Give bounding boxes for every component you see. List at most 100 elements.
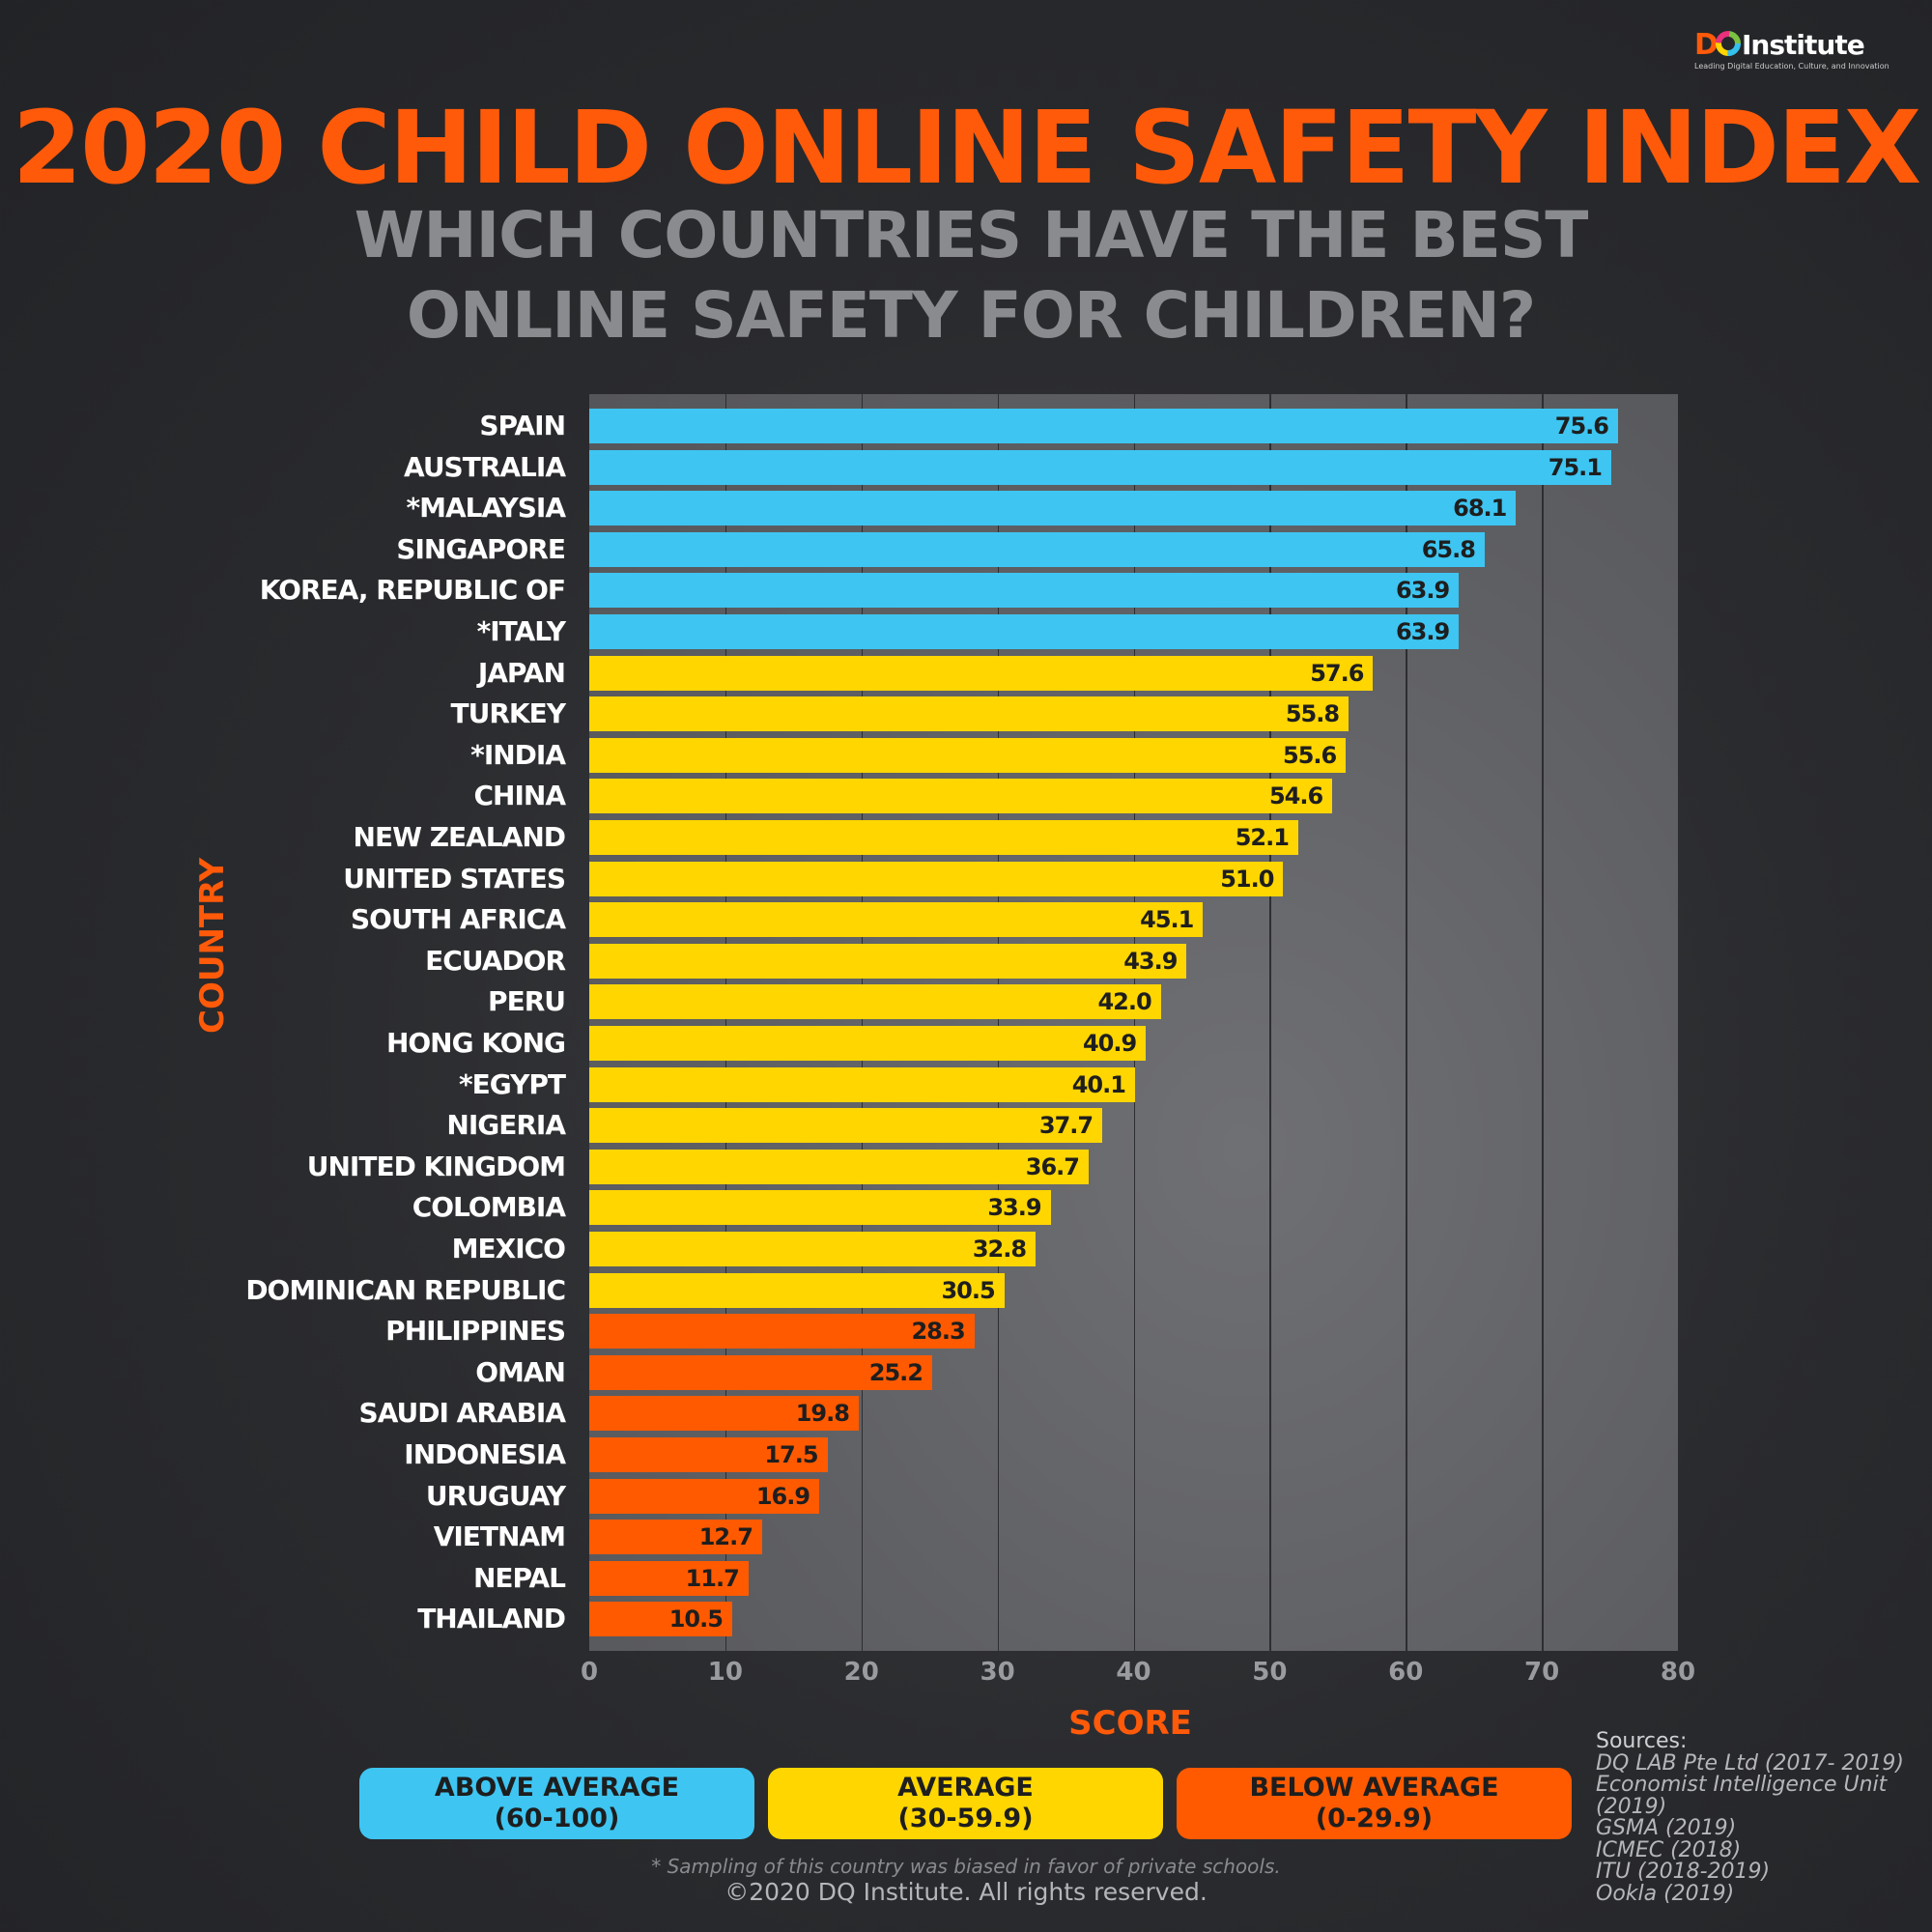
x-tick-label: 80 xyxy=(1660,1658,1696,1687)
bar: 54.6 xyxy=(589,779,1333,814)
country-label: AUSTRALIA xyxy=(404,450,566,483)
data-label: 25.2 xyxy=(868,1358,923,1386)
data-label: 19.8 xyxy=(795,1400,850,1428)
country-label: JAPAN xyxy=(477,656,566,689)
legend-label: AVERAGE xyxy=(897,1773,1034,1803)
chart-subtitle-line-2: ONLINE SAFETY FOR CHILDREN? xyxy=(406,278,1536,353)
x-tick-label: 30 xyxy=(980,1658,1015,1687)
bar: 28.3 xyxy=(589,1314,975,1350)
footnote: * Sampling of this country was biased in… xyxy=(651,1855,1281,1878)
country-label: TURKEY xyxy=(450,697,566,730)
country-label: URUGUAY xyxy=(425,1479,566,1512)
gridline xyxy=(724,394,727,1651)
data-label: 42.0 xyxy=(1097,988,1151,1016)
legend-above-average: ABOVE AVERAGE (60-100) xyxy=(359,1768,754,1839)
country-label: *INDIA xyxy=(470,738,566,771)
x-axis-label: SCORE xyxy=(1068,1704,1192,1743)
bar: 63.9 xyxy=(589,614,1460,649)
data-label: 45.1 xyxy=(1140,906,1194,934)
legend-range: (60-100) xyxy=(494,1804,620,1833)
y-axis-label: COUNTRY xyxy=(193,857,232,1034)
country-label: THAILAND xyxy=(417,1603,566,1635)
chart-subtitle-line-1: WHICH COUNTRIES HAVE THE BEST xyxy=(354,198,1589,272)
bar: 11.7 xyxy=(589,1560,749,1596)
bar: 65.8 xyxy=(589,531,1485,567)
country-label: SPAIN xyxy=(479,410,566,441)
data-label: 75.6 xyxy=(1554,412,1609,440)
bar: 40.1 xyxy=(589,1066,1135,1102)
gridline xyxy=(997,394,1000,1651)
bar: 33.9 xyxy=(589,1190,1051,1226)
source-item: ICMEC (2018) xyxy=(1596,1837,1742,1862)
data-label: 68.1 xyxy=(1453,495,1507,523)
source-item: ITU (2018-2019) xyxy=(1596,1860,1771,1884)
country-label: VIETNAM xyxy=(433,1520,566,1553)
country-label: SAUDI ARABIA xyxy=(358,1397,566,1430)
data-label: 12.7 xyxy=(698,1523,753,1551)
bar: 51.0 xyxy=(589,861,1284,896)
gridline xyxy=(1269,394,1271,1651)
country-label: *ITALY xyxy=(476,615,566,647)
svg-text:D: D xyxy=(1694,28,1719,62)
plot-area: 75.6 75.1 68.1 65.8 63.9 63.9 57.6 55.8 55.6 54.6… xyxy=(589,394,1678,1651)
data-label: 55.6 xyxy=(1283,741,1337,769)
bar: 36.7 xyxy=(589,1149,1089,1184)
legend-below-average: BELOW AVERAGE (0-29.9) xyxy=(1177,1768,1572,1839)
data-label: 63.9 xyxy=(1395,618,1450,645)
data-label: 32.8 xyxy=(972,1236,1027,1263)
bar: 37.7 xyxy=(589,1108,1103,1144)
x-tick-label: 0 xyxy=(580,1658,599,1687)
gridline xyxy=(1133,394,1135,1651)
country-label: ECUADOR xyxy=(425,944,566,977)
copyright: ©2020 DQ Institute. All rights reserved. xyxy=(724,1878,1208,1906)
country-label: UNITED KINGDOM xyxy=(306,1150,566,1182)
country-label: KOREA, REPUBLIC OF xyxy=(259,574,566,607)
bar: 32.8 xyxy=(589,1232,1037,1266)
legend-average: AVERAGE (30-59.9) xyxy=(768,1768,1163,1839)
legend-range: (0-29.9) xyxy=(1315,1804,1434,1833)
x-tick-label: 10 xyxy=(707,1658,743,1687)
data-label: 55.8 xyxy=(1285,700,1340,728)
data-label: 43.9 xyxy=(1123,947,1178,975)
data-label: 16.9 xyxy=(755,1482,810,1510)
data-label: 36.7 xyxy=(1025,1152,1080,1180)
data-label: 30.5 xyxy=(941,1276,995,1304)
gridline xyxy=(861,394,864,1651)
country-label: SINGAPORE xyxy=(396,532,566,565)
data-label: 63.9 xyxy=(1395,577,1450,605)
data-label: 65.8 xyxy=(1421,535,1476,563)
bar: 40.9 xyxy=(589,1026,1147,1061)
bar: 19.8 xyxy=(589,1396,859,1432)
data-label: 40.9 xyxy=(1082,1030,1137,1057)
data-label: 28.3 xyxy=(911,1318,965,1346)
bar: 45.1 xyxy=(589,902,1204,938)
bar: 75.1 xyxy=(589,449,1611,485)
x-tick-label: 50 xyxy=(1252,1658,1288,1687)
bar: 42.0 xyxy=(589,984,1161,1020)
bar: 16.9 xyxy=(589,1478,820,1514)
country-label: NIGERIA xyxy=(446,1109,566,1142)
country-label: DOMINICAN REPUBLIC xyxy=(245,1273,566,1306)
sources-heading: Sources: xyxy=(1596,1729,1688,1753)
country-label: PERU xyxy=(488,985,566,1018)
data-label: 54.6 xyxy=(1268,782,1323,810)
data-label: 10.5 xyxy=(668,1605,724,1634)
bar: 57.6 xyxy=(589,655,1374,691)
data-label: 57.6 xyxy=(1310,659,1364,687)
gridline xyxy=(1542,394,1544,1651)
country-label: *MALAYSIA xyxy=(406,492,566,525)
bar: 25.2 xyxy=(589,1354,932,1390)
x-tick-label: 20 xyxy=(843,1658,879,1687)
country-label: PHILIPPINES xyxy=(385,1315,566,1348)
legend-label: ABOVE AVERAGE xyxy=(434,1773,680,1803)
x-tick-label: 40 xyxy=(1116,1658,1151,1687)
x-tick-label: 70 xyxy=(1524,1658,1560,1687)
source-item: GSMA (2019) xyxy=(1596,1816,1737,1840)
bar: 68.1 xyxy=(589,491,1517,526)
bar: 10.5 xyxy=(589,1602,732,1637)
data-label: 37.7 xyxy=(1038,1112,1094,1140)
x-tick-label: 60 xyxy=(1388,1658,1424,1687)
country-label: OMAN xyxy=(475,1355,566,1388)
data-label: 51.0 xyxy=(1220,865,1274,893)
bar: 52.1 xyxy=(589,820,1298,855)
